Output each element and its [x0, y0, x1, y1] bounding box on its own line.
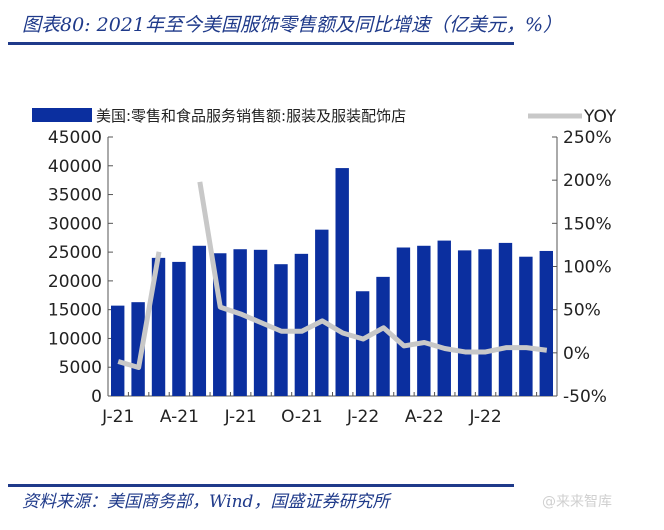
- x-tick-label: J-22: [346, 407, 379, 427]
- bar: [192, 245, 207, 396]
- figure-title: 图表80: 2021年至今美国服饰零售额及同比增速（亿美元，%）: [22, 14, 563, 36]
- bar: [519, 256, 533, 396]
- bar: [111, 305, 125, 396]
- title-rule: [8, 42, 514, 45]
- bar: [151, 257, 166, 396]
- watermark: @来来智库: [542, 494, 612, 510]
- x-tick-label: O-21: [281, 407, 323, 427]
- footer-rule: [8, 484, 514, 487]
- bar: [376, 276, 390, 396]
- x-tick-label: A-22: [405, 407, 444, 427]
- left-tick-label: 20000: [48, 272, 102, 292]
- right-tick-label: 150%: [563, 214, 612, 234]
- left-tick-label: 45000: [48, 128, 102, 148]
- bar: [335, 168, 349, 396]
- bar: [396, 247, 411, 396]
- bar: [294, 253, 309, 396]
- left-tick-label: 15000: [48, 301, 102, 321]
- left-tick-label: 5000: [59, 358, 102, 378]
- right-tick-label: 200%: [563, 171, 612, 191]
- legend-bar-swatch: [32, 108, 92, 122]
- left-tick-label: 25000: [48, 243, 102, 263]
- bar: [437, 240, 451, 396]
- bar: [315, 229, 329, 396]
- bar: [355, 291, 370, 396]
- bar: [457, 250, 472, 396]
- left-tick-label: 10000: [48, 329, 102, 349]
- right-tick-label: 0%: [563, 344, 590, 364]
- x-tick-label: J-21: [224, 407, 257, 427]
- legend-bar-label: 美国:零售和食品服务销售额:服装及服装配饰店: [96, 107, 406, 125]
- right-tick-label: 250%: [563, 128, 612, 148]
- bar: [172, 261, 186, 396]
- bar: [131, 302, 145, 396]
- right-tick-label: 50%: [563, 301, 601, 321]
- source-note: 资料来源：美国商务部，Wind，国盛证券研究所: [22, 492, 390, 512]
- bar: [539, 250, 553, 396]
- right-tick-label: 100%: [563, 258, 612, 278]
- x-tick-label: J-21: [101, 407, 134, 427]
- left-tick-label: 30000: [48, 214, 102, 234]
- yoy-line: [117, 251, 162, 371]
- left-tick-label: 40000: [48, 157, 102, 177]
- chart: 美国:零售和食品服务销售额:服装及服装配饰店 YOY 0 5000 10000 150…: [32, 107, 617, 427]
- bar: [478, 249, 492, 396]
- bar: [417, 245, 431, 396]
- x-tick-label: J-22: [468, 407, 501, 427]
- left-tick-label: 35000: [48, 186, 102, 206]
- bar: [233, 249, 247, 396]
- bar: [498, 242, 513, 396]
- right-tick-label: -50%: [563, 387, 607, 407]
- legend-line-label: YOY: [583, 107, 617, 127]
- left-tick-label: 0: [91, 387, 102, 407]
- x-tick-label: A-21: [160, 407, 199, 427]
- yoy-line: [197, 181, 548, 355]
